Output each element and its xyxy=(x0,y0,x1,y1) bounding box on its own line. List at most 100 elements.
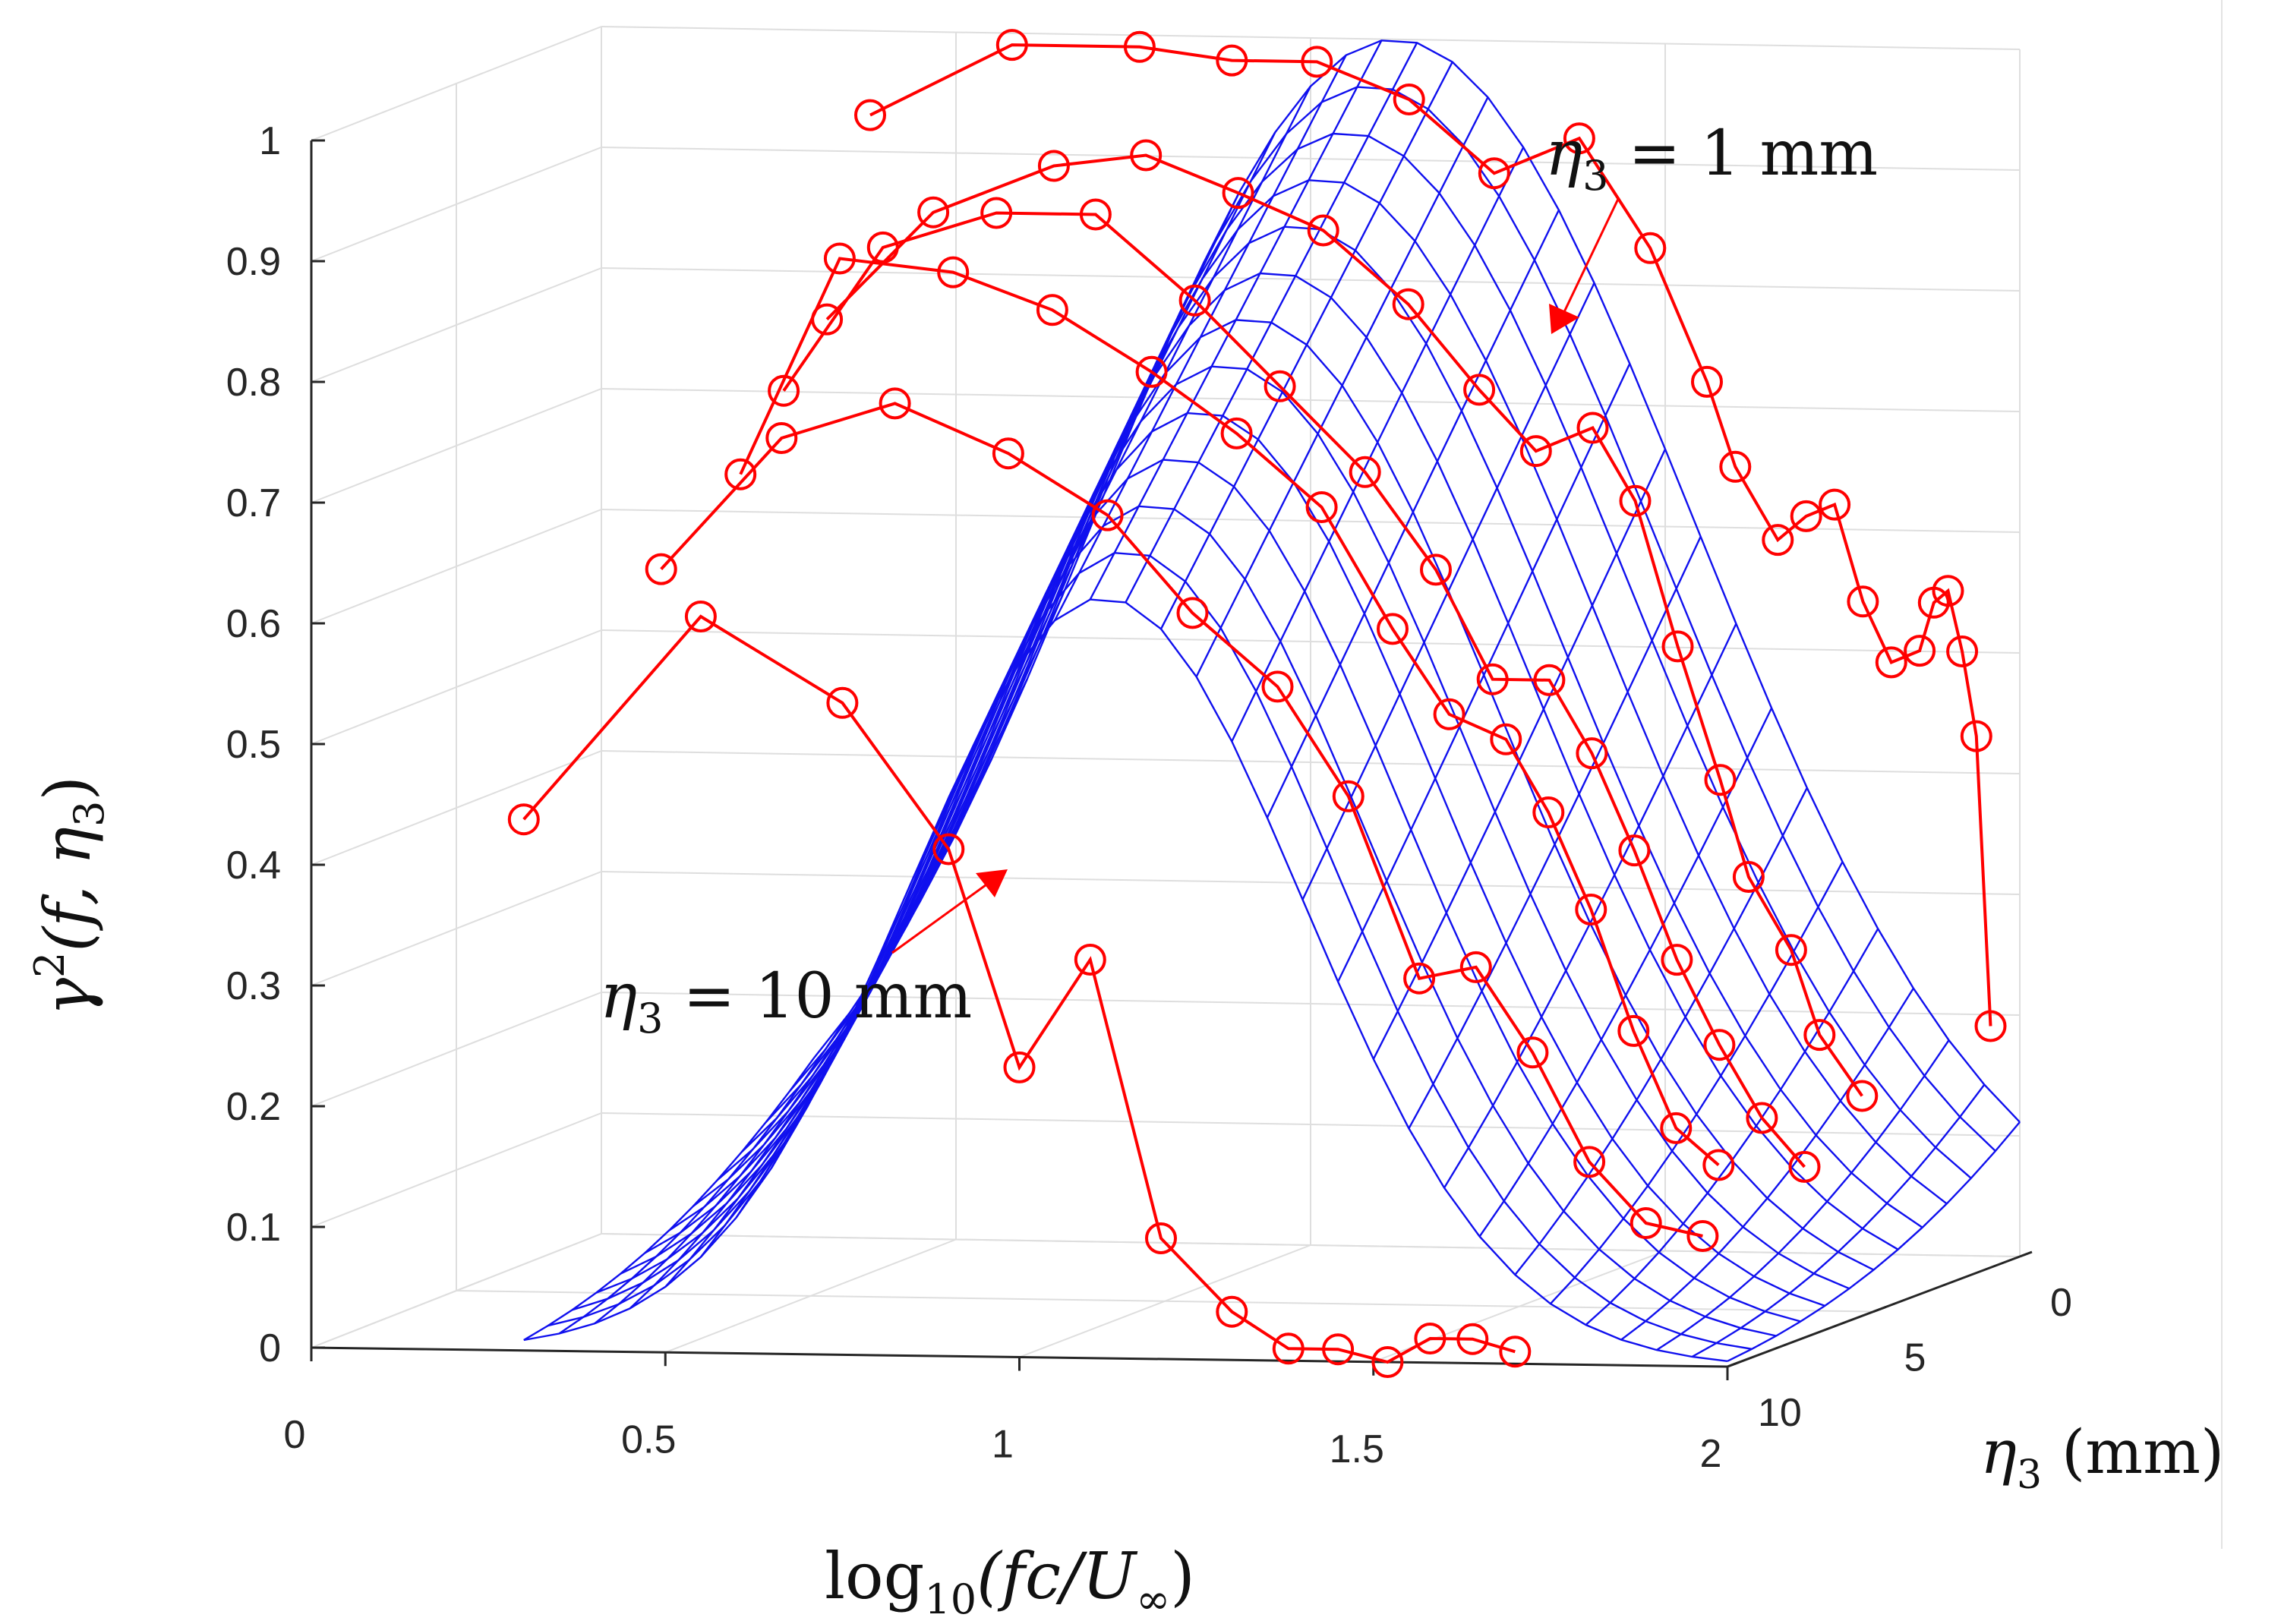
annotation-1mm-sub: 3 xyxy=(1582,152,1608,200)
data-point-marker xyxy=(1533,664,1566,696)
z-axis-label-close: ) xyxy=(30,776,105,801)
data-point-marker xyxy=(1178,284,1211,317)
data-point-marker xyxy=(980,197,1013,229)
surface-line-x xyxy=(1691,1083,1986,1358)
data-point-marker xyxy=(1686,1220,1719,1252)
surface-line-x xyxy=(1727,1121,2021,1362)
grid-layer xyxy=(311,26,2021,1367)
data-point-marker xyxy=(1846,1080,1879,1112)
x-axis-label-sub-inf: ∞ xyxy=(1136,1575,1170,1623)
data-point-marker xyxy=(1946,635,1979,667)
series-line xyxy=(739,257,1720,1167)
y-axis-label: η3 (mm) xyxy=(1980,1417,2224,1498)
z-axis-label: γ2(f, η3) xyxy=(26,776,113,1016)
data-point-marker xyxy=(1349,456,1381,488)
data-point-marker xyxy=(1803,1019,1836,1052)
annotation-10mm-sub: 3 xyxy=(637,995,663,1042)
surface-line-x xyxy=(1408,536,1702,1129)
y-axis-label-eta: η xyxy=(1980,1417,2017,1487)
surface-line-x xyxy=(1089,39,1383,601)
x-axis-label-log: log xyxy=(825,1539,924,1613)
data-point-marker xyxy=(1634,232,1667,264)
data-point-marker xyxy=(1079,198,1112,231)
panel-divider-line xyxy=(2221,0,2223,1549)
data-point-marker xyxy=(1847,585,1879,618)
x-axis-label-close: ) xyxy=(1170,1539,1195,1613)
data-point-marker xyxy=(1875,646,1907,679)
series-line xyxy=(825,153,1863,1097)
data-point-marker xyxy=(1176,597,1209,629)
series-line xyxy=(660,402,1703,1238)
data-point-marker xyxy=(1576,737,1608,770)
data-point-marker xyxy=(1476,663,1509,695)
data-point-marker xyxy=(1563,122,1595,155)
data-point-marker xyxy=(1216,44,1248,77)
surface-line-x xyxy=(1159,61,1453,629)
data-point-marker xyxy=(992,437,1024,470)
annotation-1mm-eta: η xyxy=(1545,118,1582,190)
data-point-marker xyxy=(1036,294,1068,326)
data-point-marker xyxy=(1499,1335,1532,1368)
data-point-marker xyxy=(1790,500,1822,532)
data-point-marker xyxy=(1660,1112,1693,1144)
surface-line-x xyxy=(523,1057,816,1342)
surface-line-x xyxy=(735,679,1028,1219)
data-point-marker xyxy=(995,29,1028,61)
fit-surface-mesh xyxy=(523,39,2021,1362)
data-point-marker xyxy=(1661,630,1694,663)
data-point-marker xyxy=(1135,355,1168,388)
surface-line-eta xyxy=(740,179,1948,1205)
series-2 xyxy=(768,197,1821,1183)
data-point-marker xyxy=(1661,944,1693,976)
z-tick-label: 0.4 xyxy=(226,844,281,888)
series-4 xyxy=(645,387,1719,1252)
annotation-10mm-eta: η xyxy=(600,960,637,1033)
eta-tick-label: 0 xyxy=(2050,1281,2072,1325)
y-axis-label-unit: (mm) xyxy=(2062,1417,2224,1487)
x-axis-label-body: (fc/U xyxy=(976,1539,1138,1613)
grid-line-floor-eta xyxy=(601,1233,2021,1257)
z-axis-label-sup: 2 xyxy=(26,952,74,978)
data-point-marker xyxy=(1702,1149,1735,1181)
data-point-marker xyxy=(1392,288,1424,320)
data-point-marker xyxy=(879,387,911,420)
data-point-marker xyxy=(768,374,800,407)
data-point-marker xyxy=(932,833,965,866)
data-point-marker xyxy=(1762,524,1794,557)
data-point-marker xyxy=(1516,1036,1549,1069)
data-point-marker xyxy=(1974,1010,2007,1042)
data-point-marker xyxy=(1123,30,1156,63)
x-tick-label: 2 xyxy=(1700,1432,1722,1476)
eta-tick-mark xyxy=(1727,1361,1740,1368)
eta-tick-label: 5 xyxy=(1904,1336,1926,1380)
surface-line-x xyxy=(594,960,886,1325)
series-3 xyxy=(724,242,1735,1181)
data-point-marker xyxy=(1618,834,1651,867)
data-point-marker xyxy=(1261,670,1294,703)
z-tick-label: 0.9 xyxy=(226,240,281,284)
data-point-marker xyxy=(765,422,798,454)
data-point-marker xyxy=(1377,613,1409,645)
series-0 xyxy=(854,29,2007,1042)
data-point-marker xyxy=(1575,894,1607,926)
data-point-marker xyxy=(917,196,950,229)
data-point-marker xyxy=(1532,796,1565,828)
surface-line-x xyxy=(1656,1039,1950,1351)
data-point-marker xyxy=(1932,575,1964,607)
axes-layer xyxy=(310,139,2033,1380)
z-tick-label: 0.3 xyxy=(226,964,281,1008)
data-point-marker xyxy=(1490,723,1522,755)
data-point-marker xyxy=(866,231,899,263)
data-point-marker xyxy=(1414,1323,1447,1354)
data-point-marker xyxy=(1788,1150,1821,1183)
data-point-marker xyxy=(1576,412,1609,444)
surface-line-x xyxy=(1550,861,1844,1305)
data-point-marker xyxy=(507,803,540,836)
data-point-marker xyxy=(1478,157,1510,190)
data-point-marker xyxy=(724,458,757,490)
data-point-marker xyxy=(684,601,717,632)
data-point-marker xyxy=(1775,934,1807,967)
series-line xyxy=(522,614,1516,1364)
surface-line-x xyxy=(1266,210,1560,818)
surface-line-x xyxy=(1054,55,1347,621)
